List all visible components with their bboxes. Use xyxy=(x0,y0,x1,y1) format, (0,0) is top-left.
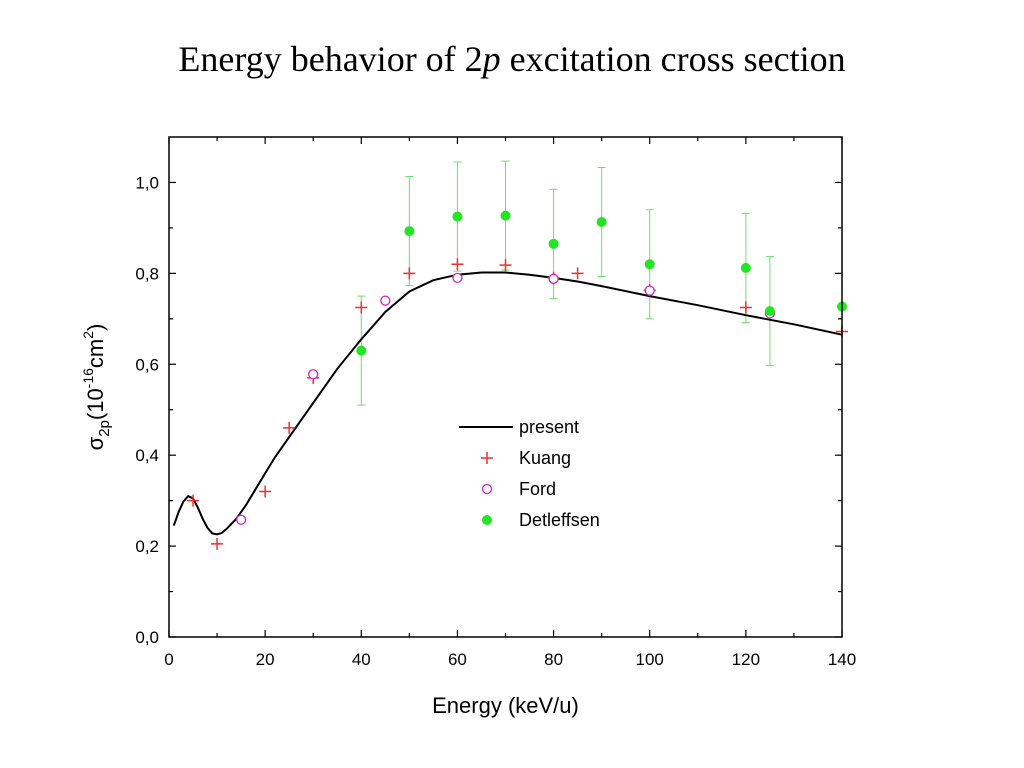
x-tick-label: 140 xyxy=(828,650,856,669)
axes-layer: 0 20 40 60 80 100 120 140 0,0 0,2 0,4 0,6 0,8 1,0 xyxy=(135,137,856,669)
detleffsen-point xyxy=(452,211,463,222)
x-tick-label: 120 xyxy=(732,650,760,669)
legend-label: present xyxy=(519,417,579,437)
x-axis-title: Energy (keV/u) xyxy=(432,693,579,718)
detleffsen-point xyxy=(740,262,751,273)
present-curve-layer xyxy=(172,271,843,536)
detleffsen-point xyxy=(548,238,559,249)
y-tick-label: 0,4 xyxy=(135,446,159,465)
legend-kuang-swatch xyxy=(481,452,493,464)
ford-point xyxy=(308,369,319,380)
y-tick-label: 0,6 xyxy=(135,355,159,374)
legend-label: Ford xyxy=(519,479,556,499)
y-axis-subscript: 2p xyxy=(96,420,113,437)
y-axis-sigma: σ xyxy=(83,436,108,450)
x-tick-label: 60 xyxy=(448,650,467,669)
y-tick-label: 0,2 xyxy=(135,537,159,556)
slide-title: Energy behavior of 2p excitation cross s… xyxy=(0,38,1024,80)
legend-ford-swatch xyxy=(481,483,493,495)
kuang-point xyxy=(259,485,272,498)
title-part-2: excitation cross section xyxy=(500,39,846,79)
detleffsen-point xyxy=(596,217,607,227)
kuang-point xyxy=(355,301,368,314)
title-italic-p: p xyxy=(482,39,501,79)
detleffsen-point xyxy=(356,345,367,356)
ford-point xyxy=(452,272,463,284)
kuang-point xyxy=(187,494,200,507)
markers-layer xyxy=(187,210,848,550)
kuang-point xyxy=(451,258,464,271)
kuang-point xyxy=(211,537,224,550)
y-tick-label: 0,0 xyxy=(135,628,159,647)
ford-point xyxy=(380,295,391,306)
y-axis-base: (10 xyxy=(83,388,108,420)
ford-point xyxy=(644,285,655,296)
detleffsen-point xyxy=(500,210,511,221)
x-tick-label: 20 xyxy=(256,650,275,669)
y-axis-close: ) xyxy=(83,324,108,331)
error-bars-layer xyxy=(357,160,843,406)
legend-label: Detleffsen xyxy=(519,510,600,530)
kuang-point xyxy=(739,301,752,314)
detleffsen-point xyxy=(644,259,655,270)
y-tick-label: 1,0 xyxy=(135,173,159,192)
y-axis-unit: cm xyxy=(83,339,108,368)
legend-detleffsen-swatch xyxy=(482,515,492,525)
legend-label: Kuang xyxy=(519,448,571,468)
x-tick-label: 80 xyxy=(544,650,563,669)
y-tick-label: 0,8 xyxy=(135,264,159,283)
y-axis-exponent: -16 xyxy=(80,368,96,388)
title-part-1: Energy behavior of 2 xyxy=(178,39,483,79)
detleffsen-point xyxy=(404,226,415,237)
present-curve xyxy=(172,271,843,536)
x-tick-label: 40 xyxy=(352,650,371,669)
kuang-point xyxy=(283,421,296,434)
y-axis-title: σ2p(10-16cm2) xyxy=(80,324,113,451)
x-tick-label: 100 xyxy=(636,650,664,669)
detleffsen-point xyxy=(764,306,775,317)
ford-point xyxy=(548,273,559,284)
kuang-point xyxy=(403,267,416,280)
x-tick-label: 0 xyxy=(164,650,173,669)
kuang-point xyxy=(571,267,584,280)
ford-point xyxy=(235,514,247,525)
legend: present Kuang Ford Detleffsen xyxy=(459,417,600,530)
kuang-point xyxy=(499,259,512,272)
y-axis-unit-exponent: 2 xyxy=(80,331,96,339)
